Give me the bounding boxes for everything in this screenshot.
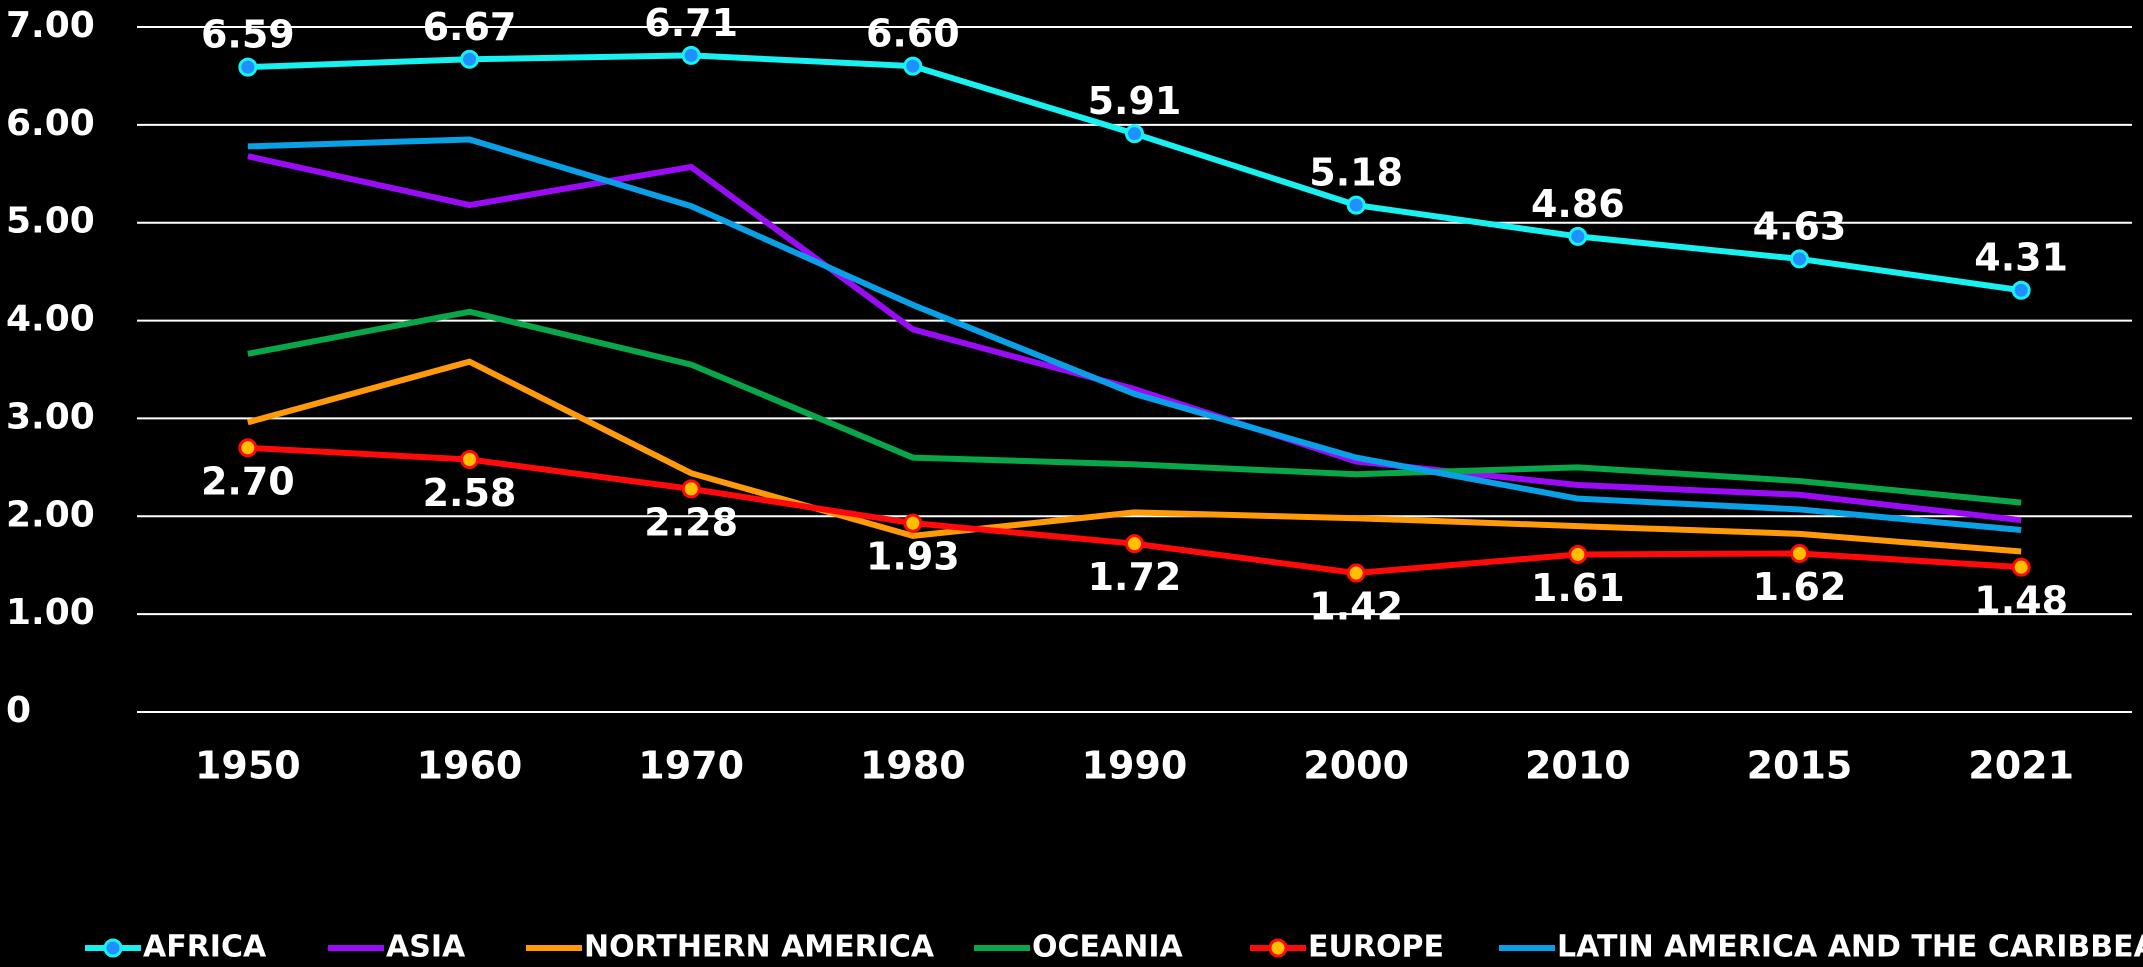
series-line — [247, 153, 2022, 524]
legend-label: AFRICA — [143, 930, 267, 965]
data-label: 2.70 — [201, 459, 295, 503]
data-label: 4.86 — [1531, 182, 1625, 226]
legend-label: ASIA — [386, 930, 466, 965]
legend-marker — [1268, 938, 1288, 958]
x-tick-label: 1980 — [860, 744, 966, 788]
point — [1790, 543, 1809, 563]
data-label: 6.71 — [644, 1, 738, 45]
x-tick-label: 1950 — [195, 744, 301, 788]
legend-label: OCEANIA — [1032, 930, 1184, 965]
point — [2011, 280, 2031, 300]
x-tick-label: 1990 — [1082, 744, 1188, 788]
y-tick-label: 6.00 — [6, 103, 95, 144]
point — [1346, 563, 1366, 583]
x-tick-label: 2015 — [1747, 744, 1853, 788]
y-tick-label: 1.00 — [6, 592, 95, 633]
data-label: 6.60 — [866, 12, 960, 56]
point — [681, 479, 701, 499]
data-label: 4.63 — [1753, 204, 1847, 248]
series-line — [247, 358, 2022, 555]
series-line — [247, 308, 2022, 506]
point — [1125, 534, 1144, 554]
y-tick-label: 2.00 — [6, 494, 95, 535]
x-tick-label: 2000 — [1303, 744, 1409, 788]
point — [2011, 557, 2031, 577]
point — [238, 57, 258, 77]
point — [1346, 195, 1366, 215]
legend-marker — [103, 938, 123, 958]
data-label: 4.31 — [1974, 236, 2068, 280]
series-line — [247, 136, 2022, 533]
y-tick-label: 3.00 — [6, 396, 95, 437]
data-label: 1.48 — [1974, 579, 2068, 623]
point — [1125, 124, 1144, 144]
point — [681, 45, 701, 65]
data-label: 1.72 — [1088, 555, 1182, 599]
data-label: 1.93 — [866, 535, 960, 579]
data-label: 1.42 — [1309, 585, 1403, 629]
y-tick-label: 7.00 — [6, 5, 95, 46]
data-label: 5.18 — [1309, 151, 1403, 195]
legend-label: NORTHERN AMERICA — [584, 930, 935, 965]
point — [1568, 544, 1588, 564]
data-label: 6.59 — [201, 13, 295, 57]
x-tick-label: 1970 — [638, 744, 744, 788]
data-label: 2.58 — [423, 471, 517, 515]
point — [903, 513, 923, 533]
data-label: 6.67 — [423, 5, 517, 49]
point — [1790, 249, 1809, 269]
point — [903, 56, 923, 76]
data-label: 5.91 — [1088, 79, 1182, 123]
point — [460, 49, 479, 69]
x-tick-label: 2010 — [1525, 744, 1631, 788]
y-tick-label: 5.00 — [6, 201, 95, 242]
legend-label: EUROPE — [1308, 930, 1444, 965]
legend-label: LATIN AMERICA AND THE CARIBBEAN — [1557, 930, 2143, 965]
point — [460, 450, 479, 470]
point — [238, 438, 258, 458]
y-tick-label: 0 — [6, 690, 31, 731]
point — [1568, 226, 1588, 246]
y-tick-label: 4.00 — [6, 299, 95, 340]
x-tick-label: 1960 — [417, 744, 523, 788]
data-label: 1.62 — [1753, 565, 1847, 609]
data-label: 2.28 — [644, 500, 738, 544]
data-label: 1.61 — [1531, 566, 1625, 610]
x-tick-label: 2021 — [1968, 744, 2074, 788]
